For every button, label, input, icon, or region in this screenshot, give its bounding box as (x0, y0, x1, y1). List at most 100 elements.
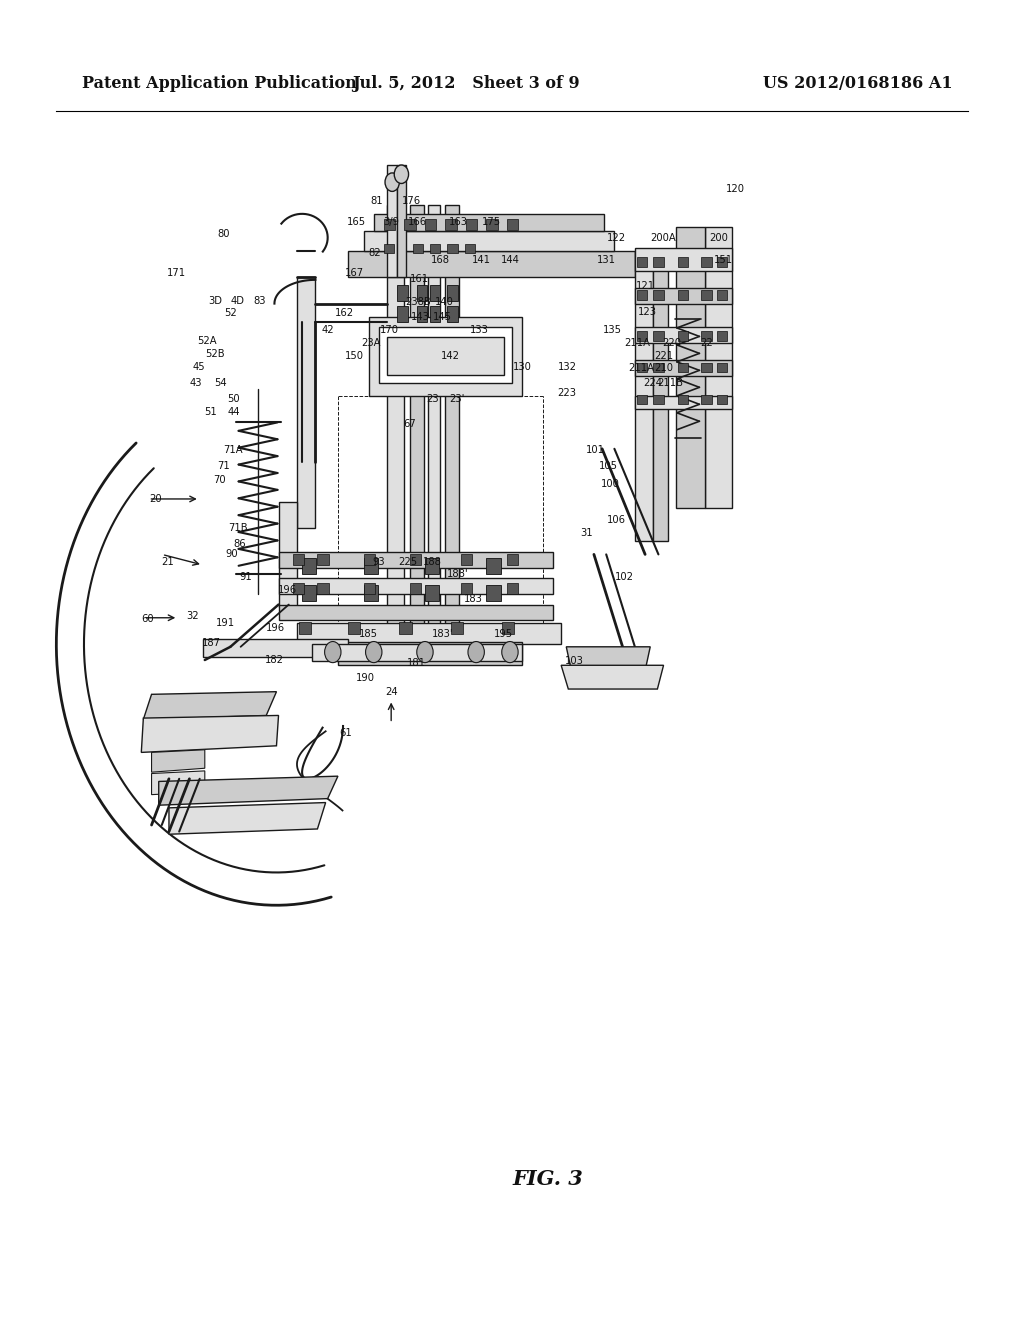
Text: 51: 51 (205, 407, 217, 417)
Text: 176: 176 (402, 195, 421, 206)
Polygon shape (369, 317, 522, 396)
Bar (364, 583, 375, 594)
Text: 120: 120 (726, 183, 744, 194)
Polygon shape (312, 644, 522, 661)
Text: 195: 195 (495, 628, 513, 639)
Polygon shape (297, 277, 315, 528)
Polygon shape (279, 552, 553, 568)
Polygon shape (561, 665, 664, 689)
Bar (317, 583, 329, 594)
Text: 238B: 238B (404, 297, 431, 308)
Polygon shape (705, 227, 732, 508)
Bar (384, 219, 395, 230)
Text: 52: 52 (224, 308, 237, 318)
Polygon shape (410, 205, 424, 624)
Bar (461, 554, 472, 565)
Text: 170: 170 (380, 325, 398, 335)
Bar (717, 290, 727, 300)
Text: 163: 163 (450, 216, 468, 227)
Text: 123: 123 (638, 306, 656, 317)
Text: 141: 141 (472, 255, 490, 265)
Polygon shape (141, 715, 279, 752)
Bar (637, 395, 647, 404)
Text: 220: 220 (663, 338, 681, 348)
Circle shape (325, 642, 341, 663)
Text: 142: 142 (441, 351, 460, 362)
Text: 101: 101 (586, 445, 604, 455)
Text: 67: 67 (403, 418, 416, 429)
Text: 23: 23 (426, 393, 438, 404)
Bar (430, 244, 440, 253)
Text: 167: 167 (345, 268, 364, 279)
Bar (465, 244, 475, 253)
Bar (486, 585, 501, 601)
Circle shape (366, 642, 382, 663)
Polygon shape (348, 251, 635, 277)
Text: 71: 71 (217, 461, 229, 471)
Circle shape (394, 165, 409, 183)
Bar (507, 554, 518, 565)
Polygon shape (387, 337, 504, 375)
Text: 221: 221 (654, 351, 673, 362)
Bar (486, 558, 501, 574)
Bar (701, 331, 712, 341)
Bar (317, 554, 329, 565)
Bar (413, 244, 423, 253)
Polygon shape (635, 288, 732, 304)
Bar (507, 219, 518, 230)
Text: 3/9: 3/9 (383, 216, 399, 227)
Polygon shape (364, 231, 614, 251)
Text: 183: 183 (464, 594, 482, 605)
Polygon shape (635, 396, 732, 409)
Polygon shape (676, 227, 705, 508)
Bar (678, 290, 688, 300)
Text: 210: 210 (654, 363, 673, 374)
Bar (293, 583, 304, 594)
Text: 131: 131 (597, 255, 615, 265)
Bar (447, 244, 458, 253)
Polygon shape (445, 205, 459, 624)
Bar (451, 622, 463, 634)
Text: 135: 135 (603, 325, 622, 335)
Text: 23': 23' (449, 393, 465, 404)
Text: 52B: 52B (205, 348, 225, 359)
Bar (466, 219, 477, 230)
Text: 31: 31 (581, 528, 593, 539)
Circle shape (468, 642, 484, 663)
Bar (397, 306, 408, 322)
Bar (410, 554, 421, 565)
Text: 145: 145 (433, 312, 452, 322)
Text: 150: 150 (345, 351, 364, 362)
Bar (364, 554, 375, 565)
Bar (299, 622, 311, 634)
Text: 122: 122 (607, 232, 626, 243)
Polygon shape (387, 205, 404, 624)
Polygon shape (159, 776, 338, 805)
Bar (417, 285, 427, 301)
Text: 44: 44 (227, 407, 240, 417)
Polygon shape (397, 165, 406, 277)
Polygon shape (635, 327, 732, 343)
Text: 166: 166 (409, 216, 427, 227)
Text: 80: 80 (217, 228, 229, 239)
Bar (397, 285, 408, 301)
Bar (507, 583, 518, 594)
Bar (701, 395, 712, 404)
Bar (717, 257, 727, 267)
Polygon shape (387, 165, 397, 277)
Text: 21: 21 (162, 557, 174, 568)
Text: 140: 140 (435, 297, 454, 308)
Text: 121: 121 (636, 281, 654, 292)
Text: 3D: 3D (208, 296, 222, 306)
Bar (445, 219, 457, 230)
Polygon shape (374, 214, 604, 231)
Polygon shape (635, 248, 732, 271)
Text: 225: 225 (398, 557, 417, 568)
Polygon shape (152, 750, 205, 772)
Text: 183': 183' (431, 628, 454, 639)
Text: 71A: 71A (223, 445, 244, 455)
Text: 196: 196 (279, 585, 297, 595)
Polygon shape (279, 578, 553, 594)
Text: 90: 90 (225, 549, 238, 560)
Polygon shape (203, 639, 348, 657)
